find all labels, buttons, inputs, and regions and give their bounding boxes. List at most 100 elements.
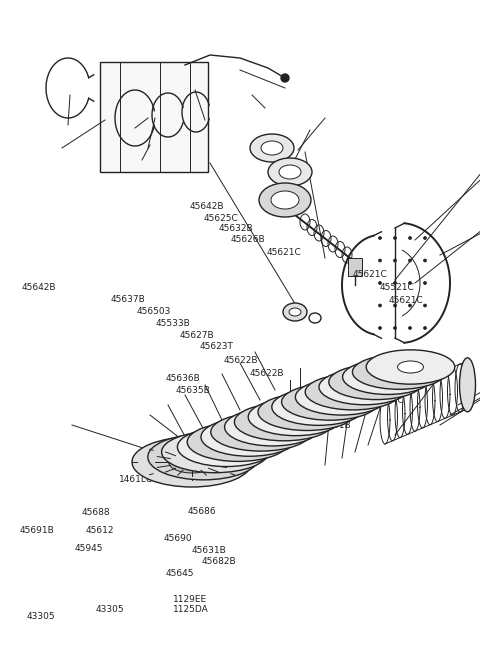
Circle shape xyxy=(423,281,427,284)
Ellipse shape xyxy=(352,355,445,390)
Ellipse shape xyxy=(272,417,296,428)
Text: 45645: 45645 xyxy=(166,569,194,578)
Ellipse shape xyxy=(258,394,356,430)
Ellipse shape xyxy=(259,420,287,434)
Circle shape xyxy=(423,327,427,330)
Circle shape xyxy=(408,259,411,262)
Text: 45690: 45690 xyxy=(163,534,192,543)
Text: 45521C: 45521C xyxy=(379,283,414,292)
Text: 45642B: 45642B xyxy=(22,283,56,292)
Ellipse shape xyxy=(319,369,410,405)
Circle shape xyxy=(379,304,382,307)
Text: 45688: 45688 xyxy=(82,508,110,517)
Ellipse shape xyxy=(328,391,355,403)
Circle shape xyxy=(394,237,396,240)
Text: 1125DA: 1125DA xyxy=(173,605,208,614)
Text: 45632B: 45632B xyxy=(218,224,253,233)
Circle shape xyxy=(281,74,289,82)
Circle shape xyxy=(408,281,411,284)
Text: 45691B: 45691B xyxy=(19,526,54,535)
Circle shape xyxy=(423,259,427,262)
Text: 45626B: 45626B xyxy=(230,235,265,244)
Ellipse shape xyxy=(162,431,268,472)
Ellipse shape xyxy=(397,361,423,373)
Circle shape xyxy=(408,304,411,307)
Ellipse shape xyxy=(305,374,401,410)
Text: 45621C: 45621C xyxy=(353,270,387,279)
Ellipse shape xyxy=(261,141,283,155)
Ellipse shape xyxy=(282,384,378,420)
Text: 45623T: 45623T xyxy=(199,342,233,351)
Ellipse shape xyxy=(279,165,301,179)
Ellipse shape xyxy=(234,403,334,441)
Text: 45635B: 45635B xyxy=(175,386,210,395)
Text: 45624C: 45624C xyxy=(370,396,404,405)
Ellipse shape xyxy=(187,422,289,461)
Text: 45945: 45945 xyxy=(74,544,103,553)
Circle shape xyxy=(379,327,382,330)
Ellipse shape xyxy=(148,434,259,480)
Text: 45625C: 45625C xyxy=(204,214,239,223)
Ellipse shape xyxy=(225,408,321,446)
Ellipse shape xyxy=(366,350,455,384)
Circle shape xyxy=(379,259,382,262)
Circle shape xyxy=(423,304,427,307)
Text: 43305: 43305 xyxy=(26,612,55,621)
Ellipse shape xyxy=(168,451,216,473)
Text: 1461LC: 1461LC xyxy=(119,475,153,484)
Text: 45612: 45612 xyxy=(85,526,114,535)
Circle shape xyxy=(394,327,396,330)
Ellipse shape xyxy=(259,183,311,217)
Ellipse shape xyxy=(318,397,342,407)
Ellipse shape xyxy=(283,303,307,321)
Text: 45622B: 45622B xyxy=(250,369,284,378)
Bar xyxy=(100,62,208,172)
Ellipse shape xyxy=(211,413,311,451)
Text: 45622B: 45622B xyxy=(223,355,258,365)
Text: 1129EE: 1129EE xyxy=(173,595,207,604)
Ellipse shape xyxy=(343,359,432,394)
Ellipse shape xyxy=(248,398,343,436)
Ellipse shape xyxy=(185,449,222,465)
Ellipse shape xyxy=(200,445,230,459)
Ellipse shape xyxy=(225,436,251,448)
Text: 45631B: 45631B xyxy=(192,546,227,555)
Circle shape xyxy=(423,237,427,240)
Ellipse shape xyxy=(329,365,423,399)
Circle shape xyxy=(408,327,411,330)
Circle shape xyxy=(394,304,396,307)
Ellipse shape xyxy=(289,308,301,316)
Ellipse shape xyxy=(235,430,264,443)
Ellipse shape xyxy=(282,411,309,424)
Ellipse shape xyxy=(132,437,252,487)
Ellipse shape xyxy=(387,367,411,377)
Circle shape xyxy=(394,259,396,262)
Text: 45686: 45686 xyxy=(187,507,216,516)
Text: 45641B: 45641B xyxy=(317,421,351,430)
Ellipse shape xyxy=(178,428,276,466)
Circle shape xyxy=(379,281,382,284)
Ellipse shape xyxy=(212,440,241,454)
Ellipse shape xyxy=(249,426,274,438)
Text: 45621C: 45621C xyxy=(266,248,301,257)
Text: 45622B: 45622B xyxy=(336,384,371,394)
Circle shape xyxy=(379,237,382,240)
Ellipse shape xyxy=(295,379,388,415)
Text: 45533B: 45533B xyxy=(156,319,191,328)
Circle shape xyxy=(408,237,411,240)
Ellipse shape xyxy=(295,407,319,418)
Text: 45636B: 45636B xyxy=(166,374,200,383)
Ellipse shape xyxy=(271,191,299,209)
Text: 43305: 43305 xyxy=(96,605,125,614)
Text: 45650: 45650 xyxy=(295,409,324,419)
Ellipse shape xyxy=(201,418,298,456)
Text: 456503: 456503 xyxy=(137,307,171,316)
Ellipse shape xyxy=(364,376,388,387)
Text: 45621C: 45621C xyxy=(389,296,423,306)
Ellipse shape xyxy=(268,158,312,186)
Ellipse shape xyxy=(351,381,378,393)
Ellipse shape xyxy=(341,386,365,397)
Text: 45627B: 45627B xyxy=(180,330,215,340)
Text: 45637B: 45637B xyxy=(110,295,145,304)
Ellipse shape xyxy=(374,371,401,383)
